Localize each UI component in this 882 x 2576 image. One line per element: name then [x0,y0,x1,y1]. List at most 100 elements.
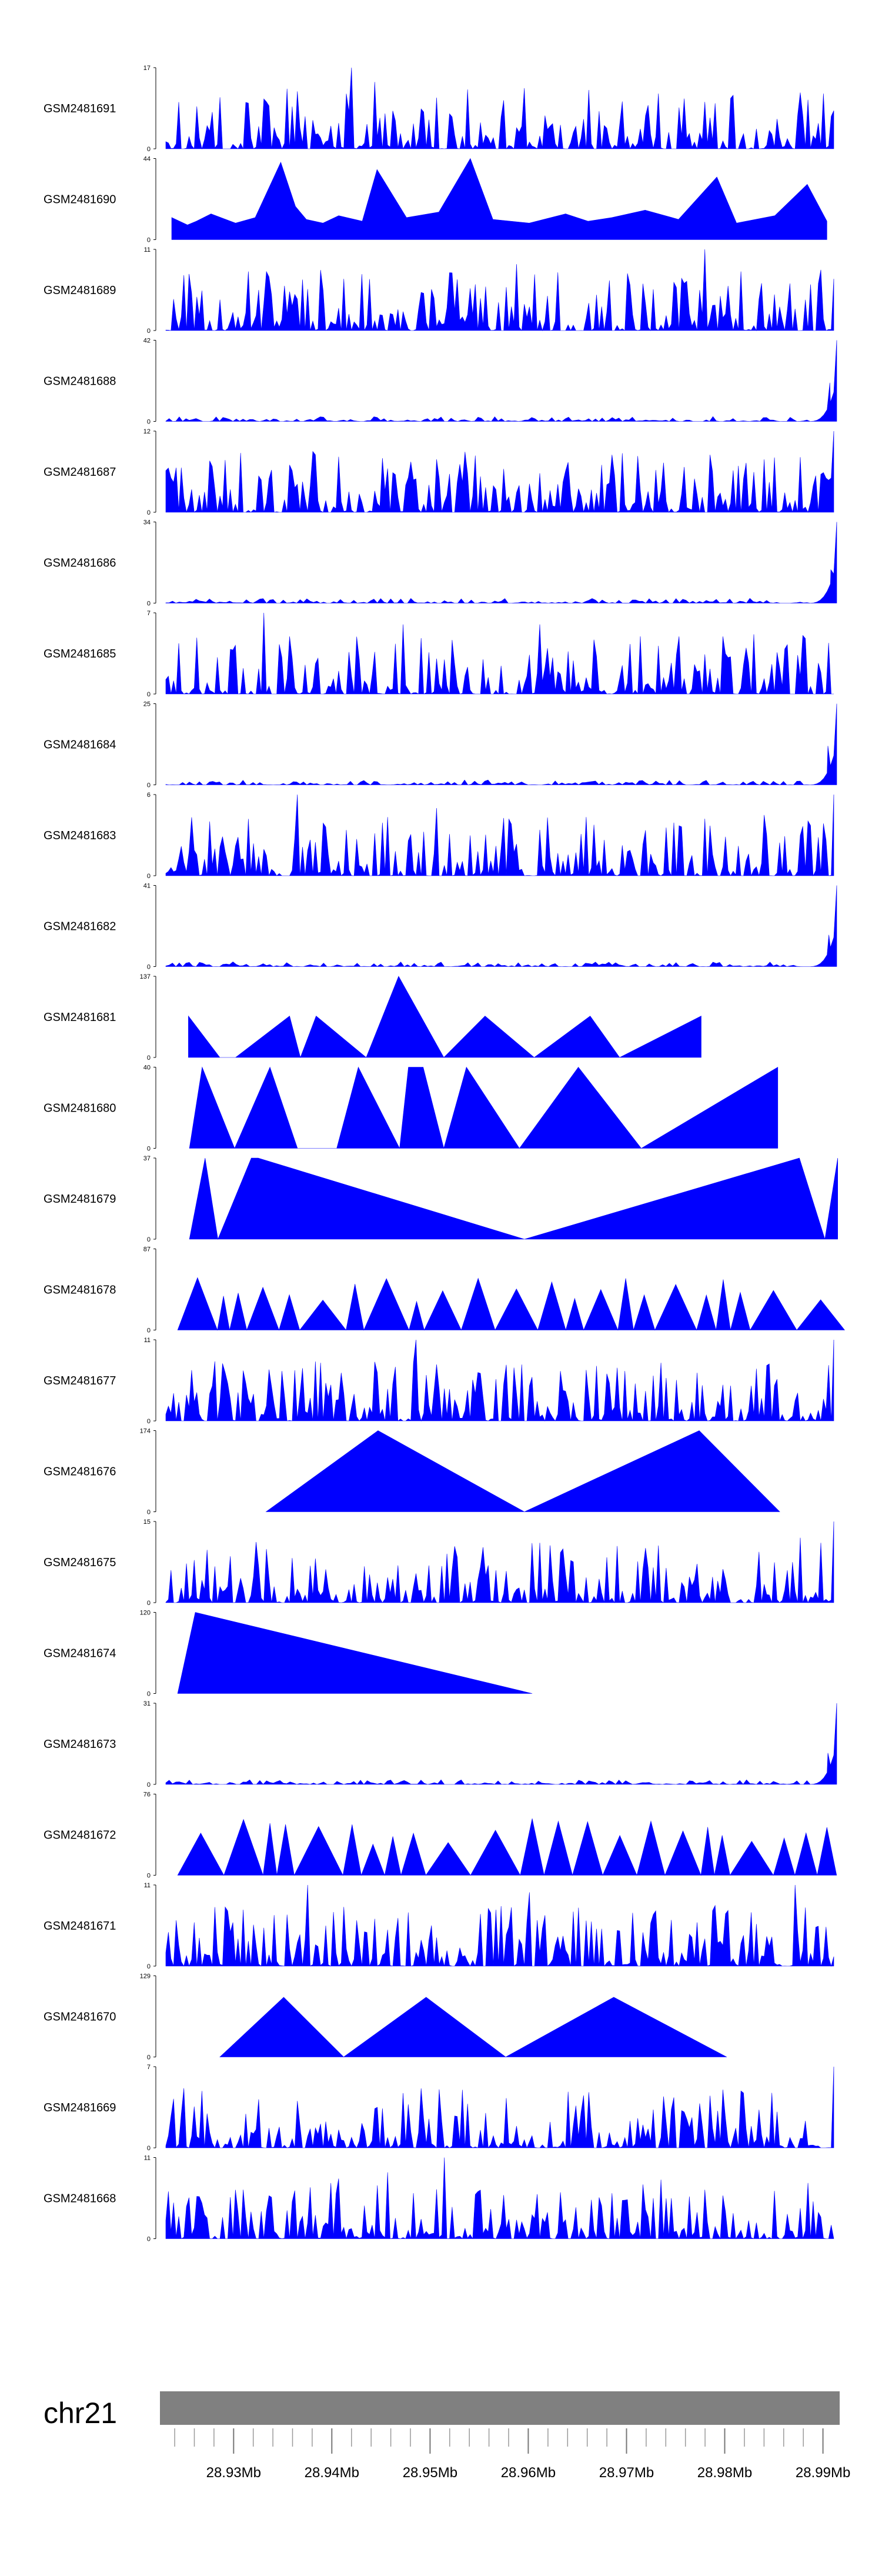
track-label: GSM2481680 [44,1102,116,1115]
track-GSM2481691: GSM2481691 17 0 [44,65,834,153]
y-tick-label-max: 137 [140,973,151,980]
y-tick-label-zero: 0 [147,1963,151,1970]
coverage-area [165,2066,834,2148]
y-tick-label-max: 17 [143,65,151,72]
track-label: GSM2481685 [44,648,116,660]
y-tick-label-max: 7 [147,610,151,617]
y-tick-label-max: 15 [143,1519,151,1526]
track-label: GSM2481670 [44,2011,116,2024]
y-tick-label-zero: 0 [147,1509,151,1516]
track-GSM2481685: GSM2481685 7 0 [44,610,834,698]
track-label: GSM2481671 [44,1920,116,1933]
y-tick-label-zero: 0 [147,1418,151,1425]
track-GSM2481690: GSM2481690 44 0 [44,156,827,244]
track-GSM2481669: GSM2481669 7 0 [44,2064,834,2152]
track-label: GSM2481681 [44,1011,116,1024]
track-label: GSM2481672 [44,1829,116,1842]
track-label: GSM2481682 [44,920,116,933]
y-tick-label-zero: 0 [147,1600,151,1607]
position-label: 28.93Mb [206,2465,261,2481]
coverage-area [165,2157,834,2240]
chromosome-label: chr21 [44,2397,117,2430]
tracks-layer: GSM2481691170GSM2481690440GSM2481689110G… [44,65,846,2243]
y-tick-label-max: 40 [143,1065,151,1072]
track-GSM2481684: GSM2481684 25 0 [44,701,837,789]
y-tick-label-max: 25 [143,701,151,708]
y-tick-label-max: 41 [143,883,151,890]
coverage-area [171,158,827,240]
track-label: GSM2481684 [44,739,116,752]
track-label: GSM2481689 [44,284,116,297]
coverage-area [177,1277,846,1331]
y-tick-label-max: 12 [143,428,151,435]
track-GSM2481680: GSM2481680 40 0 [44,1065,779,1153]
coverage-area [165,703,837,785]
y-tick-label-zero: 0 [147,1055,151,1062]
coverage-area [165,249,834,332]
position-label: 28.98Mb [697,2465,752,2481]
position-label: 28.97Mb [599,2465,654,2481]
coverage-area [165,1703,837,1785]
y-tick-label-zero: 0 [147,600,151,608]
y-tick-label-max: 87 [143,1246,151,1253]
y-tick-label-zero: 0 [147,1691,151,1698]
track-GSM2481688: GSM2481688 42 0 [44,338,837,426]
chromosome-ideogram [160,2391,840,2425]
y-tick-label-zero: 0 [147,419,151,426]
y-tick-label-zero: 0 [147,1236,151,1243]
track-label: GSM2481673 [44,1738,116,1751]
y-tick-label-zero: 0 [147,237,151,244]
y-tick-label-zero: 0 [147,2145,151,2152]
coverage-area [165,1884,834,1967]
track-GSM2481689: GSM2481689 11 0 [44,246,834,335]
track-GSM2481682: GSM2481682 41 0 [44,883,837,971]
coverage-area [165,612,834,695]
track-label: GSM2481668 [44,2193,116,2205]
coverage-area [177,1818,837,1876]
track-GSM2481677: GSM2481677 11 0 [44,1337,834,1425]
track-label: GSM2481675 [44,1556,116,1569]
coverage-area [177,1612,533,1694]
track-label: GSM2481690 [44,193,116,206]
coverage-area [165,1521,834,1604]
track-label: GSM2481674 [44,1647,116,1660]
track-GSM2481686: GSM2481686 34 0 [44,519,837,608]
y-tick-label-zero: 0 [147,873,151,880]
y-tick-label-max: 11 [144,1882,151,1889]
coverage-area [188,976,701,1058]
y-tick-label-max: 44 [143,156,151,163]
y-tick-label-zero: 0 [147,146,151,153]
track-label: GSM2481679 [44,1193,116,1206]
y-tick-label-max: 76 [143,1791,151,1798]
position-label: 28.96Mb [501,2465,556,2481]
coverage-area [165,431,834,513]
y-tick-label-zero: 0 [147,1327,151,1334]
track-label: GSM2481677 [44,1374,116,1387]
track-GSM2481675: GSM2481675 15 0 [44,1519,834,1607]
coverage-area [165,1339,834,1422]
y-tick-label-max: 31 [143,1700,151,1707]
track-label: GSM2481688 [44,375,116,388]
y-tick-label-max: 7 [147,2064,151,2071]
track-label: GSM2481691 [44,102,116,115]
track-GSM2481681: GSM2481681 137 0 [44,973,701,1062]
y-tick-label-zero: 0 [147,509,151,516]
y-tick-label-max: 11 [144,1337,151,1344]
coverage-area [165,885,837,967]
track-GSM2481668: GSM2481668 11 0 [44,2155,834,2243]
coverage-area [219,1997,727,2057]
track-GSM2481679: GSM2481679 37 0 [44,1155,838,1243]
track-GSM2481687: GSM2481687 12 0 [44,428,834,516]
y-tick-label-max: 11 [144,2155,151,2162]
coverage-area [165,522,837,603]
track-label: GSM2481676 [44,1466,116,1479]
track-GSM2481671: GSM2481671 11 0 [44,1882,834,1970]
y-tick-label-max: 11 [144,246,151,253]
position-label: 28.95Mb [403,2465,457,2481]
coverage-area [265,1430,780,1512]
y-tick-label-zero: 0 [147,1146,151,1153]
y-tick-label-max: 37 [143,1155,151,1162]
track-GSM2481670: GSM2481670 129 0 [44,1973,727,2061]
y-tick-label-zero: 0 [147,964,151,971]
track-label: GSM2481669 [44,2101,116,2114]
